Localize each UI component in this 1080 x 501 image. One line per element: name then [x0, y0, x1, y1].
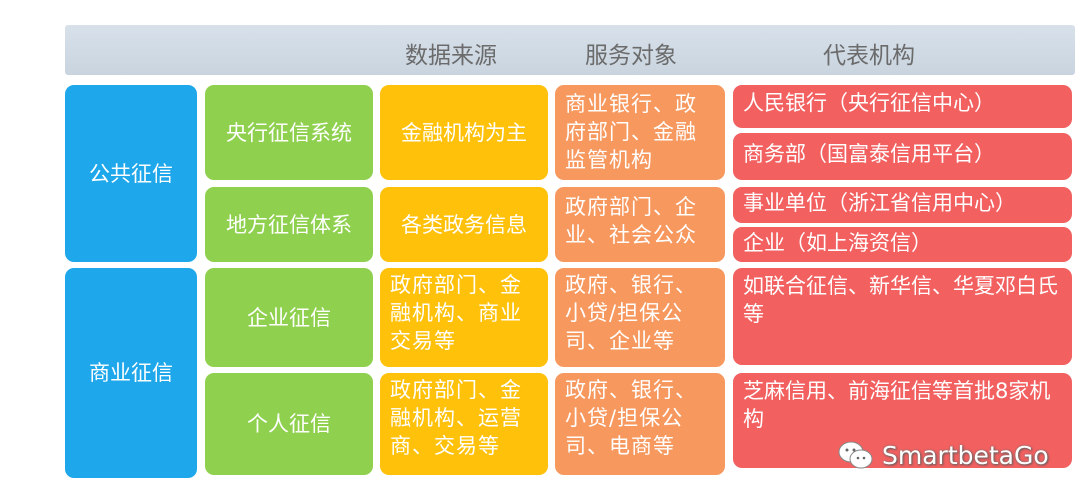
- clients-cell: 政府、银行、小贷/担保公司、电商等: [555, 373, 725, 475]
- system-cell: 企业征信: [205, 268, 373, 367]
- source-cell: 政府部门、金融机构、运营商、交易等: [380, 373, 548, 475]
- source-cell: 金融机构为主: [380, 85, 548, 180]
- clients-cell: 政府、银行、小贷/担保公司、企业等: [555, 268, 725, 367]
- clients-cell: 商业银行、政府部门、金融监管机构: [555, 85, 725, 180]
- clients-cell: 政府部门、企业、社会公众: [555, 187, 725, 262]
- watermark: SmartbetaGo: [838, 440, 1049, 470]
- header-bar: 数据来源 服务对象 代表机构: [65, 25, 1075, 75]
- source-cell: 政府部门、金融机构、商业交易等: [380, 268, 548, 367]
- wechat-icon: [838, 441, 873, 469]
- institution-cell: 企业（如上海资信）: [733, 227, 1072, 262]
- institution-cell: 事业单位（浙江省信用中心）: [733, 187, 1072, 223]
- system-cell: 地方征信体系: [205, 187, 373, 262]
- header-institutions: 代表机构: [823, 43, 915, 69]
- system-cell: 个人征信: [205, 373, 373, 475]
- institution-cell: 商务部（国富泰信用平台）: [733, 133, 1072, 180]
- system-cell: 央行征信系统: [205, 85, 373, 180]
- category-commercial: 商业征信: [65, 268, 197, 478]
- institution-cell: 人民银行（央行征信中心）: [733, 85, 1072, 128]
- institution-cell: 芝麻信用、前海征信等首批8家机构: [733, 373, 1072, 468]
- watermark-text: SmartbetaGo: [882, 440, 1049, 470]
- category-public: 公共征信: [65, 85, 197, 262]
- source-cell: 各类政务信息: [380, 187, 548, 262]
- header-source: 数据来源: [405, 43, 497, 69]
- institution-cell: 如联合征信、新华信、华夏邓白氏等: [733, 268, 1072, 365]
- header-clients: 服务对象: [585, 43, 677, 69]
